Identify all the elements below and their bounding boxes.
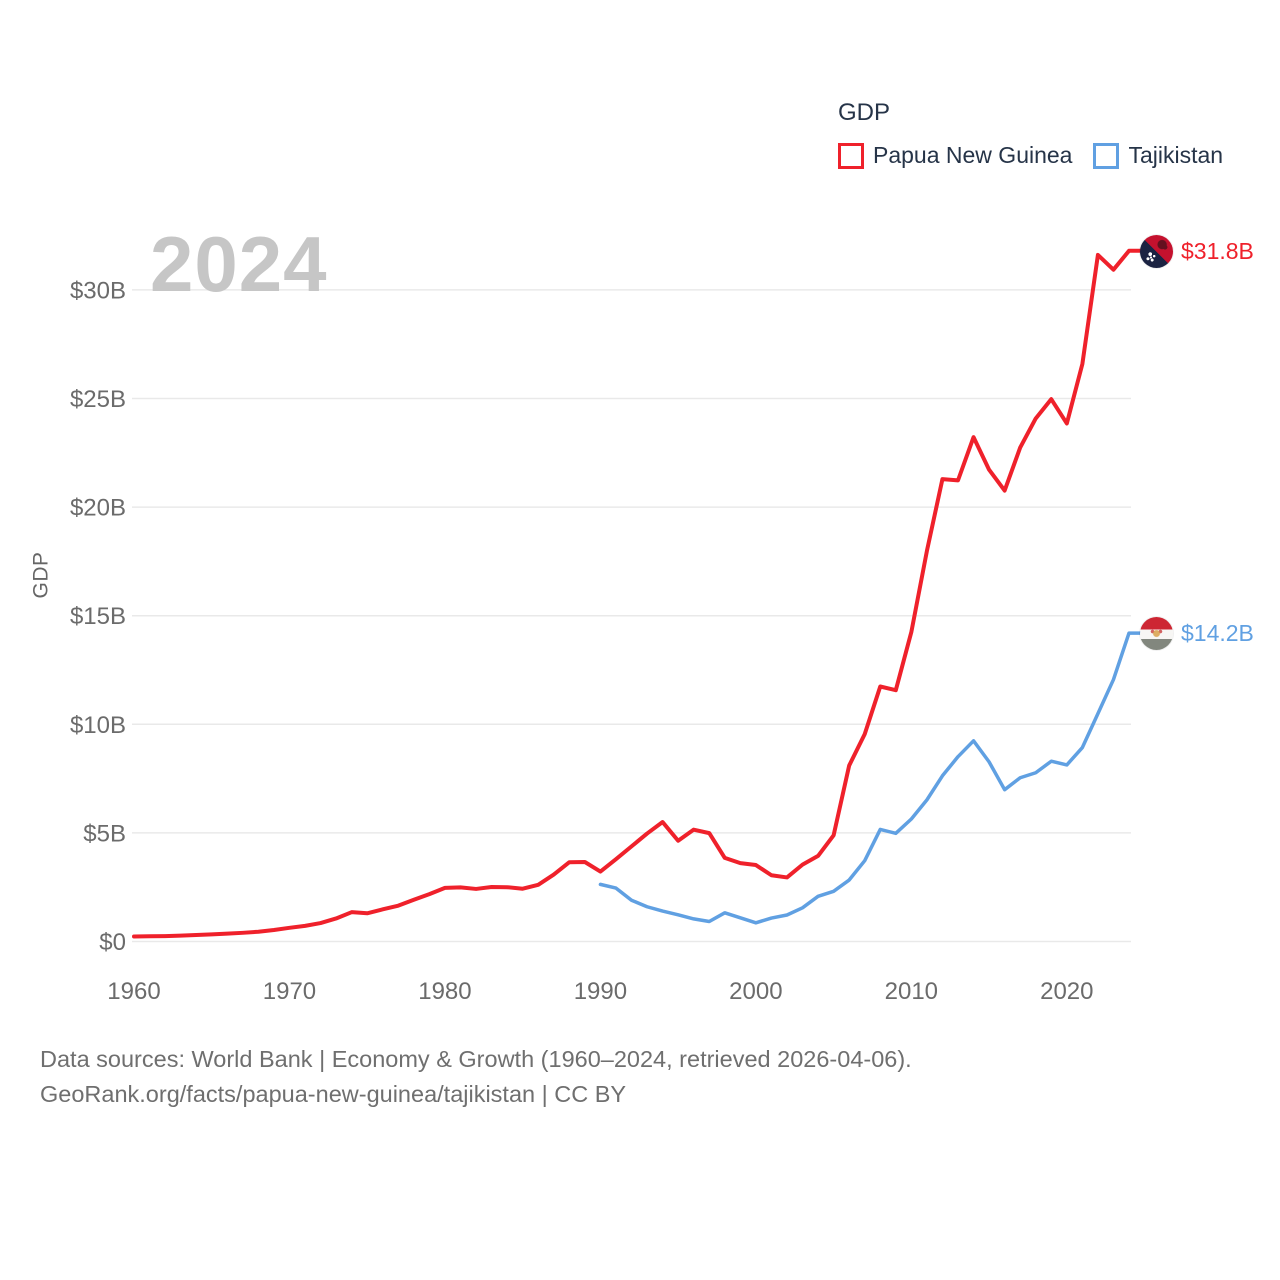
series-line-tajikistan <box>598 631 1143 925</box>
legend-swatch-blue[interactable] <box>1093 142 1120 169</box>
y-tick-label: $25B <box>70 386 126 413</box>
y-tick-label: $5B <box>83 820 126 847</box>
y-tick-label: $20B <box>70 495 126 522</box>
watermark-year: 2024 <box>150 220 328 308</box>
y-tick-label: $15B <box>70 603 126 630</box>
x-tick-label: 1970 <box>263 978 316 1005</box>
legend-label: Papua New Guinea <box>873 142 1073 168</box>
tajikistan-flag-icon <box>1140 617 1173 650</box>
y-tick-label: $0 <box>99 929 126 956</box>
x-tick-label: 2010 <box>885 978 938 1005</box>
footer-attribution: GeoRank.org/facts/papua-new-guinea/tajik… <box>40 1081 627 1107</box>
footer: Data sources: World Bank | Economy & Gro… <box>40 1042 912 1112</box>
legend-row: Papua New Guinea Tajikistan <box>838 142 1223 169</box>
x-tick-label: 1980 <box>418 978 471 1005</box>
y-tick-label: $30B <box>70 277 126 304</box>
chart-legend: GDP Papua New Guinea Tajikistan <box>838 99 1223 169</box>
legend-title: GDP <box>838 99 891 126</box>
end-label-tajikistan: $14.2B <box>1140 617 1254 650</box>
end-value-papua-new-guinea: $31.8B <box>1181 238 1254 264</box>
footer-data-sources: Data sources: World Bank | Economy & Gro… <box>40 1046 912 1072</box>
x-tick-label: 1990 <box>574 978 627 1005</box>
y-axis-title: GDP <box>29 551 53 599</box>
series-line-papua-new-guinea <box>132 248 1143 939</box>
legend-swatch-red[interactable] <box>838 142 864 169</box>
x-tick-label: 2000 <box>729 978 782 1005</box>
x-tick-label: 1960 <box>107 978 160 1005</box>
legend-label: Tajikistan <box>1128 142 1224 168</box>
y-tick-label: $10B <box>70 712 126 739</box>
legend-item-papua-new-guinea[interactable]: Papua New Guinea <box>838 142 1072 169</box>
end-value-tajikistan: $14.2B <box>1181 620 1254 646</box>
x-tick-label: 2020 <box>1040 978 1093 1005</box>
papua-new-guinea-flag-icon <box>1140 235 1173 268</box>
legend-item-tajikistan[interactable]: Tajikistan <box>1093 142 1223 169</box>
end-label-papua-new-guinea: $31.8B <box>1140 235 1254 268</box>
